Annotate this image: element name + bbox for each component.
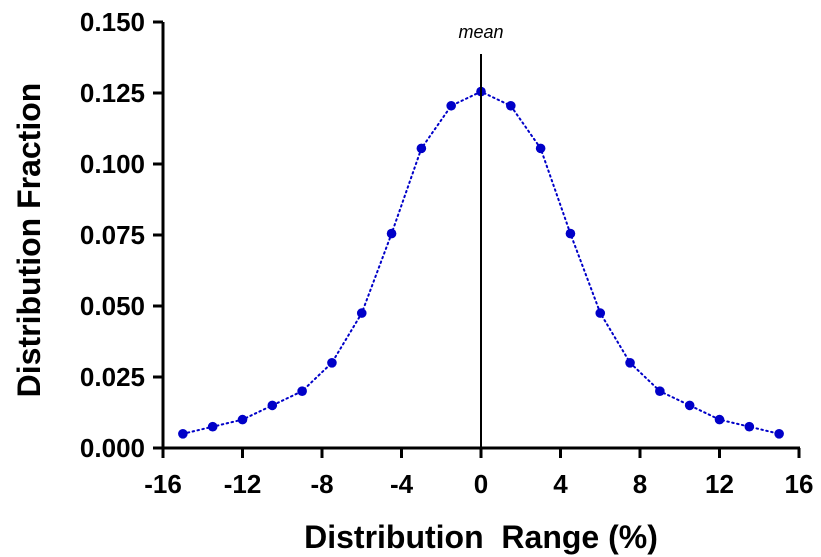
x-tick-label: -12 [224, 469, 262, 499]
y-tick-label: 0.000 [80, 433, 145, 463]
x-tick-label: -4 [390, 469, 414, 499]
x-tick-label: 8 [633, 469, 647, 499]
y-tick-label: 0.100 [80, 149, 145, 179]
data-point [684, 400, 695, 411]
data-point [267, 400, 278, 411]
x-axis-title: Distribution Range (%) [304, 519, 658, 555]
x-tick-label: 4 [553, 469, 568, 499]
data-point [207, 421, 218, 432]
y-tick-label: 0.150 [80, 7, 145, 37]
axes: -16 -12 -8 -4 0 4 8 12 16 0.000 0.025 0.050 0.075 0.1… [80, 7, 814, 499]
data-point [446, 100, 456, 111]
x-tick-label: -16 [144, 469, 182, 499]
data-point [714, 414, 725, 425]
data-point [506, 100, 516, 111]
data-point [327, 358, 337, 368]
data-point [595, 308, 606, 318]
x-tick-label: 0 [474, 469, 488, 499]
data-point [178, 429, 188, 439]
mean-label: mean [458, 22, 503, 42]
y-tick-label: 0.050 [80, 291, 145, 321]
data-point [625, 358, 635, 368]
data-point [655, 386, 665, 397]
data-point [416, 143, 427, 154]
x-tick-label: 12 [705, 469, 734, 499]
data-point [744, 421, 755, 432]
x-tick-label: -8 [310, 469, 333, 499]
data-point [774, 429, 784, 439]
y-tick-label: 0.025 [80, 362, 145, 392]
data-point [535, 143, 546, 154]
data-point [297, 386, 307, 397]
y-tick-label: 0.125 [80, 78, 145, 108]
data-point [386, 228, 397, 239]
data-point [356, 308, 367, 318]
data-marks [178, 86, 784, 439]
data-point [565, 228, 576, 239]
y-tick-label: 0.075 [80, 220, 145, 250]
data-point [237, 414, 248, 425]
x-tick-label: 16 [785, 469, 814, 499]
y-axis-title: Distribution Fraction [11, 83, 47, 398]
